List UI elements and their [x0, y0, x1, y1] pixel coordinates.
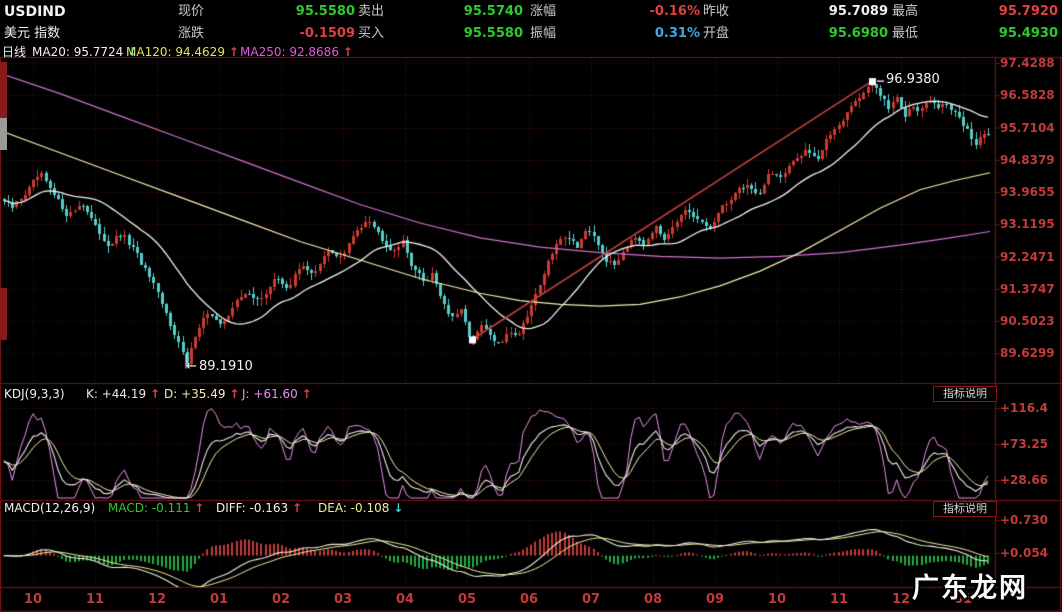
month-tick-label: 11: [829, 592, 849, 607]
low-price-annotation: 89.1910: [199, 359, 253, 374]
month-tick-label: 02: [271, 592, 291, 607]
price-tick-label: 93.1195: [1000, 217, 1055, 232]
kdj-value: J: +61.60 ↑: [242, 387, 312, 401]
macd-title: MACD(12,26,9): [4, 501, 96, 515]
kdj-tick-label: +116.4: [1000, 401, 1049, 415]
quote-field-value: -0.1509: [299, 26, 355, 41]
month-tick-label: 01: [209, 592, 229, 607]
quote-field-label: 涨跌: [178, 26, 205, 41]
price-tick-label: 91.3747: [1000, 281, 1055, 296]
up-arrow-icon: ↑: [229, 387, 240, 401]
price-tick-label: 92.2471: [1000, 249, 1055, 264]
price-tick-label: 93.9655: [1000, 185, 1055, 199]
quote-field-value: 95.5580: [295, 4, 355, 19]
price-tick-label: 90.5023: [1000, 314, 1055, 328]
quote-field-value: 95.5740: [463, 4, 523, 19]
quote-field-value: 95.4930: [998, 26, 1058, 41]
ma-value: MA20: 95.7724 ↓: [32, 45, 138, 59]
macd-tick-label: +0.730: [1000, 513, 1049, 527]
symbol-name: 美元 指数: [4, 25, 60, 43]
up-arrow-icon: ↑: [301, 387, 312, 401]
quote-field-label: 卖出: [358, 4, 385, 19]
macd-tick-label: +0.054: [1000, 546, 1049, 560]
left-edge-artifact: [0, 288, 7, 340]
month-tick-label: 03: [333, 592, 353, 607]
month-tick-label: 05: [457, 592, 477, 607]
left-edge-artifact: [0, 118, 7, 150]
month-tick-label: 08: [643, 592, 663, 607]
month-tick-label: 01: [953, 592, 973, 607]
site-watermark: 广东龙网: [912, 573, 1028, 604]
price-tick-label: 95.7104: [1000, 120, 1055, 135]
ma-value: MA250: 92.8686 ↑: [240, 45, 353, 59]
kdj-title: KDJ(9,3,3): [4, 387, 65, 401]
quote-field-value: 95.6980: [828, 26, 888, 41]
kdj-tick-label: +73.25: [1000, 437, 1049, 451]
quote-field-value: -0.16%: [649, 4, 701, 19]
macd-indicator-help-link[interactable]: 指标说明: [933, 501, 997, 517]
quote-field-value: 95.7920: [998, 4, 1058, 19]
kdj-value: K: +44.19 ↑: [86, 387, 161, 401]
quote-field-label: 最低: [892, 26, 919, 41]
month-tick-label: 10: [23, 592, 43, 607]
month-tick-label: 07: [581, 592, 601, 607]
month-tick-label: 06: [519, 592, 539, 607]
quote-field-label: 振幅: [530, 26, 557, 41]
symbol-code: USDIND: [4, 3, 66, 21]
quote-field-value: 95.7089: [828, 4, 888, 19]
month-tick-label: 04: [395, 592, 415, 607]
quote-field-label: 现价: [178, 4, 205, 19]
kdj-tick-label: +28.66: [1000, 473, 1049, 487]
quote-field-value: 0.31%: [654, 26, 700, 41]
price-tick-label: 89.6299: [1000, 346, 1055, 361]
quote-field-label: 买入: [358, 26, 385, 41]
quote-field-label: 涨幅: [530, 4, 557, 19]
symbol-text: USDIND: [4, 4, 66, 20]
up-arrow-icon: ↑: [149, 387, 161, 401]
up-arrow-icon: ↑: [194, 501, 205, 515]
up-arrow-icon: ↑: [292, 501, 303, 515]
up-arrow-icon: ↑: [342, 45, 353, 59]
high-price-annotation: 96.9380: [886, 72, 940, 87]
up-arrow-icon: ↑: [228, 45, 239, 59]
quote-field-value: 95.5580: [463, 26, 523, 41]
period-selector[interactable]: 日线: [2, 45, 27, 59]
quote-field-label: 开盘: [703, 26, 730, 41]
quote-field-label: 昨收: [703, 4, 730, 19]
macd-value: MACD: -0.111 ↑: [108, 501, 205, 515]
month-tick-label: 09: [705, 592, 725, 607]
down-arrow-icon: ↓: [127, 45, 138, 59]
month-tick-label: 10: [767, 592, 787, 607]
month-tick-label: 12: [147, 592, 167, 607]
month-tick-label: 12: [891, 592, 911, 607]
quote-field-label: 最高: [892, 4, 919, 19]
down-arrow-icon: ↓: [393, 501, 404, 515]
left-edge-artifact: [0, 62, 7, 118]
price-tick-label: 97.4288: [1000, 56, 1055, 70]
macd-value: DEA: -0.108 ↓: [318, 501, 404, 515]
ma-value: MA120: 94.4629 ↑: [126, 45, 239, 59]
kdj-indicator-help-link[interactable]: 指标说明: [933, 386, 997, 402]
kdj-value: D: +35.49 ↑: [164, 387, 240, 401]
month-tick-label: 11: [85, 592, 105, 607]
price-tick-label: 94.8379: [1000, 152, 1055, 167]
price-tick-label: 96.5828: [1000, 88, 1055, 103]
low-arrow-icon: ←: [186, 359, 197, 374]
macd-value: DIFF: -0.163 ↑: [216, 501, 303, 515]
symbol-name-text: 美元 指数: [4, 26, 61, 41]
